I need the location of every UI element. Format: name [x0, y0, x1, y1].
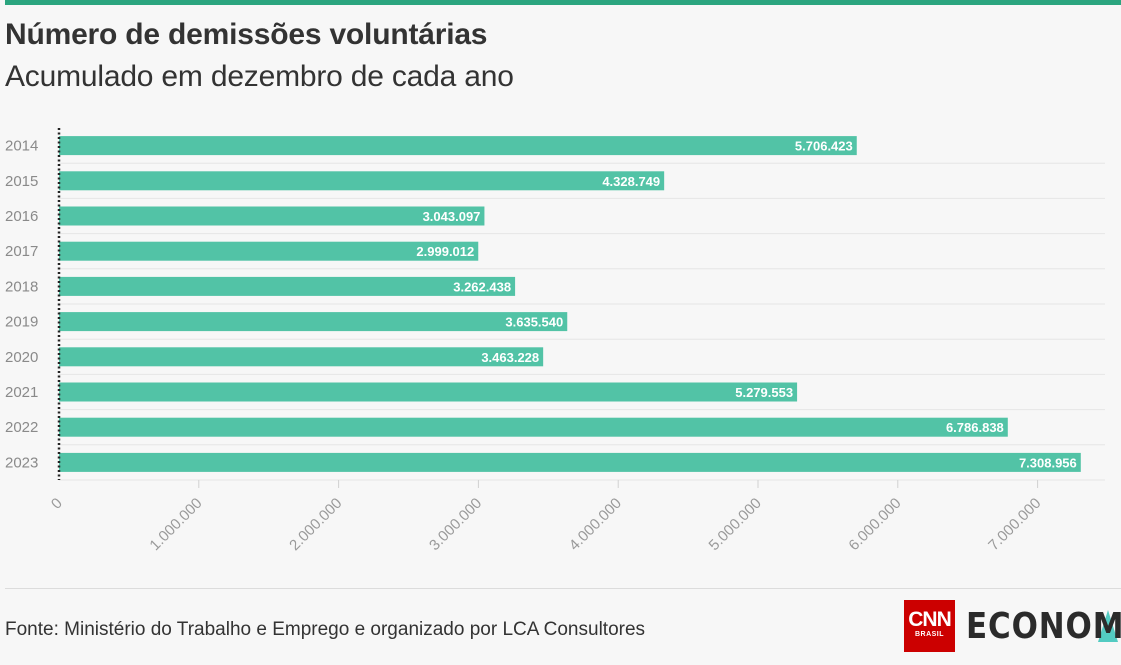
bar-2017	[59, 241, 479, 261]
data-label-2023: 7.308.956	[1019, 455, 1077, 470]
x-tick-label: 7.000.000	[985, 495, 1044, 554]
x-tick-label: 3.000.000	[426, 495, 485, 554]
data-label-2021: 5.279.553	[735, 385, 793, 400]
chart-subtitle: Acumulado em dezembro de cada ano	[5, 60, 514, 93]
cnn-brasil-logo: CNN BRASIL	[904, 600, 955, 652]
bar-2018	[59, 276, 516, 296]
footer-divider	[5, 588, 1121, 589]
bar-2019	[59, 312, 568, 332]
economia-accent-shape	[1098, 610, 1118, 642]
data-label-2014: 5.706.423	[795, 139, 853, 154]
data-label-2022: 6.786.838	[946, 420, 1004, 435]
category-label-2014: 2014	[5, 138, 38, 155]
cnn-logo-text: CNN	[908, 608, 952, 631]
category-label-2019: 2019	[5, 314, 38, 331]
x-tick-label: 2.000.000	[286, 495, 345, 554]
data-label-2020: 3.463.228	[481, 350, 539, 365]
data-label-2015: 4.328.749	[602, 174, 660, 189]
bar-2015	[59, 171, 665, 191]
bar-2014	[59, 136, 857, 156]
source-note: Fonte: Ministério do Trabalho e Emprego …	[5, 619, 646, 640]
x-tick-label: 6.000.000	[845, 495, 904, 554]
category-label-2015: 2015	[5, 173, 38, 190]
top-accent-bar	[5, 0, 1121, 5]
category-label-2022: 2022	[5, 419, 38, 436]
bar-2023	[59, 452, 1081, 472]
economia-logo: ECONOMIA	[966, 606, 1121, 647]
data-label-2019: 3.635.540	[505, 315, 563, 330]
category-label-2018: 2018	[5, 278, 38, 295]
category-label-2017: 2017	[5, 243, 38, 260]
cnn-logo-brasil: BRASIL	[914, 631, 945, 638]
bar-2016	[59, 206, 485, 226]
data-label-2016: 3.043.097	[423, 209, 481, 224]
bar-2021	[59, 382, 798, 402]
x-tick-label: 4.000.000	[566, 495, 625, 554]
category-label-2020: 2020	[5, 349, 38, 366]
x-tick-label: 1.000.000	[146, 495, 205, 554]
x-tick-label: 0	[48, 495, 66, 513]
bar-2022	[59, 417, 1008, 437]
data-label-2018: 3.262.438	[453, 279, 511, 294]
bar-2020	[59, 347, 544, 367]
bar-chart: 5.706.423 2014 4.328.749 2015 3.043.097 2016 2…	[5, 128, 1105, 554]
category-label-2023: 2023	[5, 454, 38, 471]
category-label-2021: 2021	[5, 384, 38, 401]
data-label-2017: 2.999.012	[416, 244, 474, 259]
x-tick-label: 5.000.000	[706, 495, 765, 554]
chart-title: Número de demissões voluntárias	[5, 18, 488, 51]
category-label-2016: 2016	[5, 208, 38, 225]
